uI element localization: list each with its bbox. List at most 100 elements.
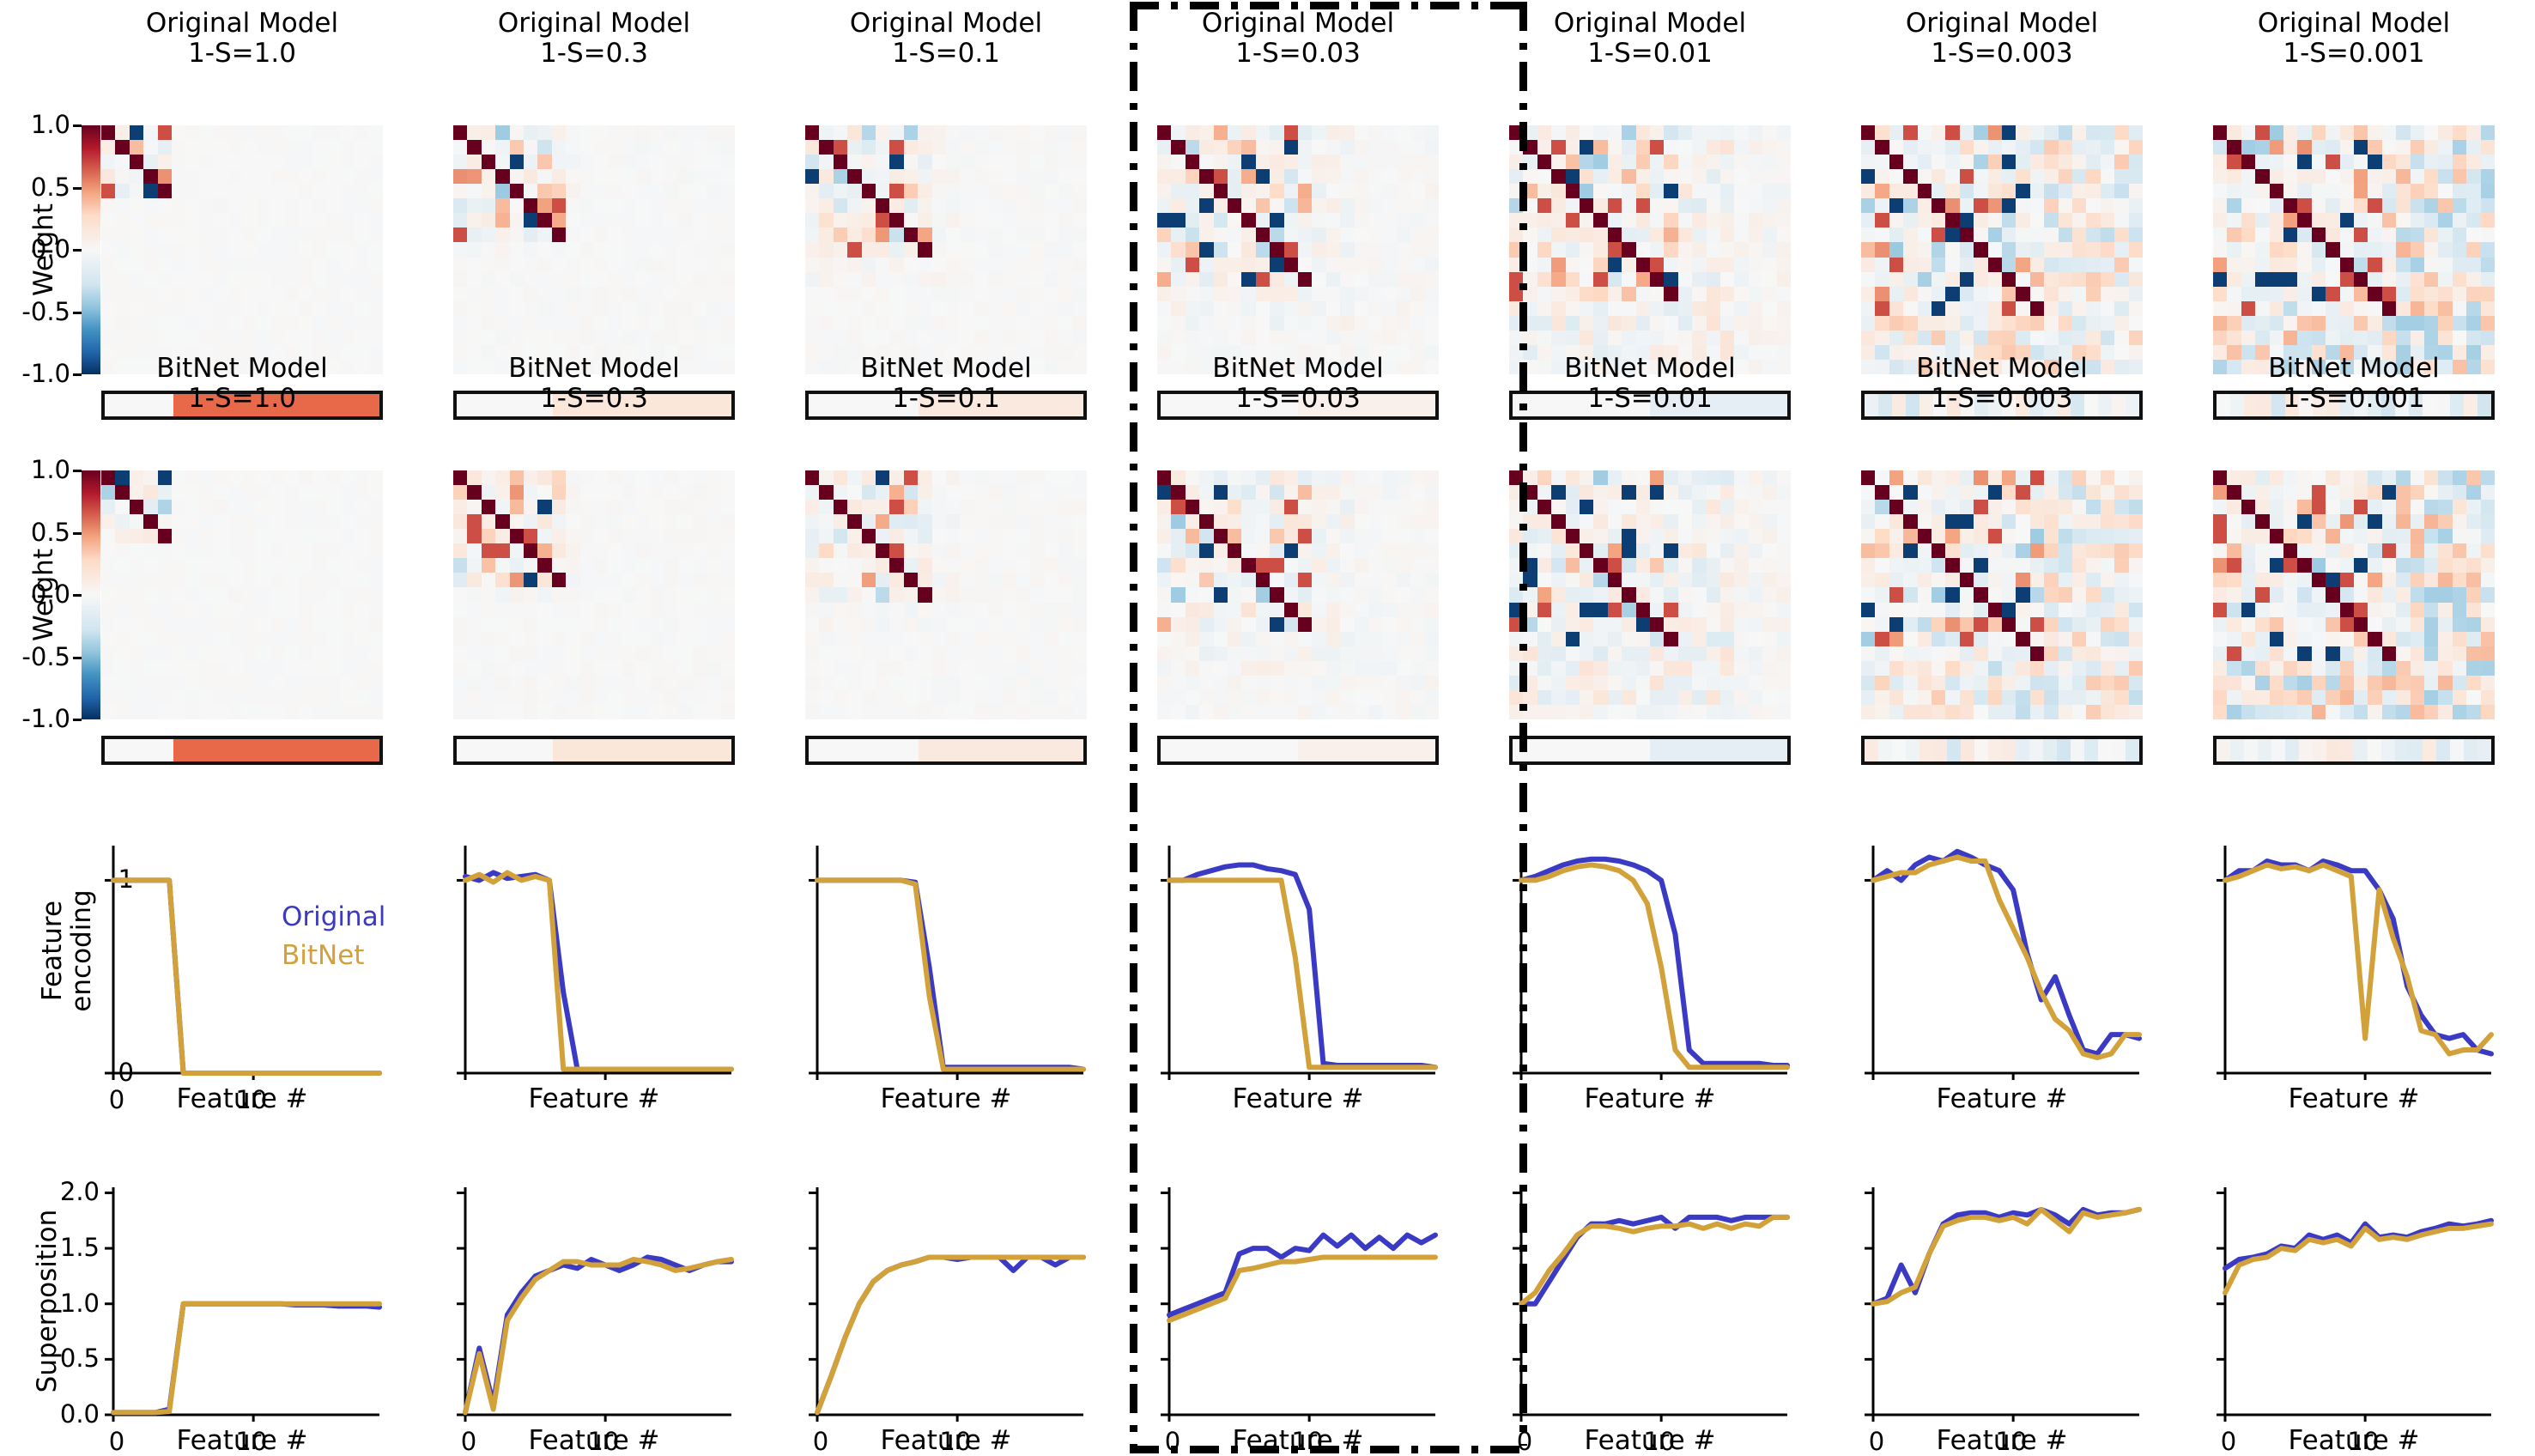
bias-bar-row2-col5 — [1509, 736, 1791, 765]
bias-bar-row1-col3 — [805, 391, 1087, 420]
xlabel-row4-col3: Feature # — [880, 1425, 1012, 1456]
sparsity-label: 1-S=0.003 — [1931, 382, 2073, 414]
xlabel-row3-col4: Feature # — [1232, 1083, 1364, 1114]
panel-title-row2-col2: BitNet Model 1-S=0.3 — [453, 354, 735, 413]
weight-heatmap-row1-col3 — [805, 125, 1087, 374]
model-name: BitNet Model — [1916, 353, 2088, 384]
xtick-label-row3: 0 — [108, 1085, 125, 1114]
colorbar-tick-label: -1.0 — [21, 359, 70, 388]
bias-bar-row2-col4 — [1157, 736, 1439, 765]
model-name: Original Model — [497, 8, 691, 39]
panel-title-row2-col7: BitNet Model 1-S=0.001 — [2213, 354, 2495, 413]
lineplot-row4-col4 — [1157, 1187, 1439, 1422]
panel-title-row1-col2: Original Model 1-S=0.3 — [453, 9, 735, 68]
highlight-right-border — [1519, 2, 1527, 1446]
legend-bitnet: BitNet — [282, 940, 365, 971]
model-name: Original Model — [849, 8, 1043, 39]
lineplot-row3-col2 — [453, 846, 735, 1080]
colorbar-tick-label: 1.0 — [30, 455, 70, 484]
sparsity-label: 1-S=0.3 — [540, 382, 648, 414]
model-name: Original Model — [1201, 8, 1395, 39]
model-name: BitNet Model — [508, 353, 680, 384]
model-name: Original Model — [1553, 8, 1747, 39]
weight-colorbar-row2 — [82, 470, 100, 719]
model-name: BitNet Model — [860, 353, 1032, 384]
ytick-label-row4: 0.5 — [59, 1344, 100, 1374]
model-name: BitNet Model — [156, 353, 328, 384]
lineplot-row4-col2 — [453, 1187, 735, 1422]
lineplot-row3-col7 — [2213, 846, 2495, 1080]
lineplot-row4-col5 — [1509, 1187, 1791, 1422]
lineplot-row3-col1 — [101, 846, 383, 1080]
xlabel-row4-col5: Feature # — [1584, 1425, 1716, 1456]
ytick-label-row4: 0.0 — [59, 1399, 100, 1429]
colorbar-tick-mark — [73, 656, 82, 659]
lineplot-row3-col4 — [1157, 846, 1439, 1080]
xlabel-row4-col2: Feature # — [528, 1425, 660, 1456]
sparsity-label: 1-S=0.03 — [1235, 382, 1361, 414]
lineplot-row3-col5 — [1509, 846, 1791, 1080]
colorbar-tick-label: 0.0 — [30, 234, 70, 264]
weight-heatmap-row1-col2 — [453, 125, 735, 374]
panel-title-row2-col3: BitNet Model 1-S=0.1 — [805, 354, 1087, 413]
sparsity-label: 1-S=0.001 — [2283, 37, 2425, 69]
legend-original: Original — [282, 901, 386, 932]
weight-heatmap-row2-col5 — [1509, 470, 1791, 719]
colorbar-tick-mark — [73, 311, 82, 314]
model-name: Original Model — [145, 8, 339, 39]
colorbar-tick-mark — [73, 373, 82, 376]
sparsity-label: 1-S=0.03 — [1235, 37, 1361, 69]
lineplot-row3-col6 — [1861, 846, 2143, 1080]
model-name: BitNet Model — [1564, 353, 1736, 384]
panel-title-row2-col6: BitNet Model 1-S=0.003 — [1861, 354, 2143, 413]
model-name: Original Model — [1905, 8, 2099, 39]
ytick-label-row4: 1.5 — [59, 1233, 100, 1263]
panel-title-row1-col1: Original Model 1-S=1.0 — [101, 9, 383, 68]
bias-bar-row1-col4 — [1157, 391, 1439, 420]
weight-heatmap-row2-col4 — [1157, 470, 1439, 719]
panel-title-row2-col1: BitNet Model 1-S=1.0 — [101, 354, 383, 413]
bias-bar-row1-col7 — [2213, 391, 2495, 420]
colorbar-tick-label: -1.0 — [21, 704, 70, 733]
weight-colorbar-row1 — [82, 125, 100, 374]
colorbar-tick-label: 0.5 — [30, 172, 70, 202]
sparsity-label: 1-S=0.001 — [2283, 382, 2425, 414]
bias-bar-row1-col2 — [453, 391, 735, 420]
xtick-label-row3: 10 — [235, 1085, 268, 1114]
colorbar-tick-label: 0.0 — [30, 579, 70, 609]
xlabel-row4-col7: Feature # — [2288, 1425, 2420, 1456]
xlabel-row3-col2: Feature # — [528, 1083, 660, 1114]
ylabel-row3: Feature encoding — [37, 889, 98, 1012]
xlabel-row3-col6: Feature # — [1936, 1083, 2068, 1114]
xlabel-row3-col5: Feature # — [1584, 1083, 1716, 1114]
colorbar-tick-label: -0.5 — [21, 296, 70, 326]
sparsity-label: 1-S=0.003 — [1931, 37, 2073, 69]
colorbar-tick-mark — [73, 470, 82, 472]
bias-bar-row2-col2 — [453, 736, 735, 765]
weight-heatmap-row1-col1 — [101, 125, 383, 374]
weight-heatmap-row1-col5 — [1509, 125, 1791, 374]
highlight-top-border — [1130, 2, 1527, 9]
panel-title-row1-col6: Original Model 1-S=0.003 — [1861, 9, 2143, 68]
lineplot-row4-col1 — [101, 1187, 383, 1422]
highlight-bottom-border — [1130, 1446, 1527, 1453]
panel-title-row1-col5: Original Model 1-S=0.01 — [1509, 9, 1791, 68]
colorbar-tick-mark — [73, 719, 82, 721]
xlabel-row3-col1: Feature # — [176, 1083, 308, 1114]
panel-title-row1-col4: Original Model 1-S=0.03 — [1157, 9, 1439, 68]
sparsity-label: 1-S=0.1 — [892, 382, 1000, 414]
colorbar-tick-label: 0.5 — [30, 517, 70, 547]
lineplot-row4-col6 — [1861, 1187, 2143, 1422]
weight-heatmap-row1-col7 — [2213, 125, 2495, 374]
bias-bar-row2-col7 — [2213, 736, 2495, 765]
weight-heatmap-row2-col7 — [2213, 470, 2495, 719]
colorbar-tick-label: 1.0 — [30, 110, 70, 139]
xlabel-row4-col6: Feature # — [1936, 1425, 2068, 1456]
sparsity-label: 1-S=0.01 — [1587, 382, 1713, 414]
weight-heatmap-row2-col6 — [1861, 470, 2143, 719]
model-name: BitNet Model — [1212, 353, 1384, 384]
sparsity-label: 1-S=0.3 — [540, 37, 648, 69]
panel-title-row2-col5: BitNet Model 1-S=0.01 — [1509, 354, 1791, 413]
lineplot-row4-col3 — [805, 1187, 1087, 1422]
